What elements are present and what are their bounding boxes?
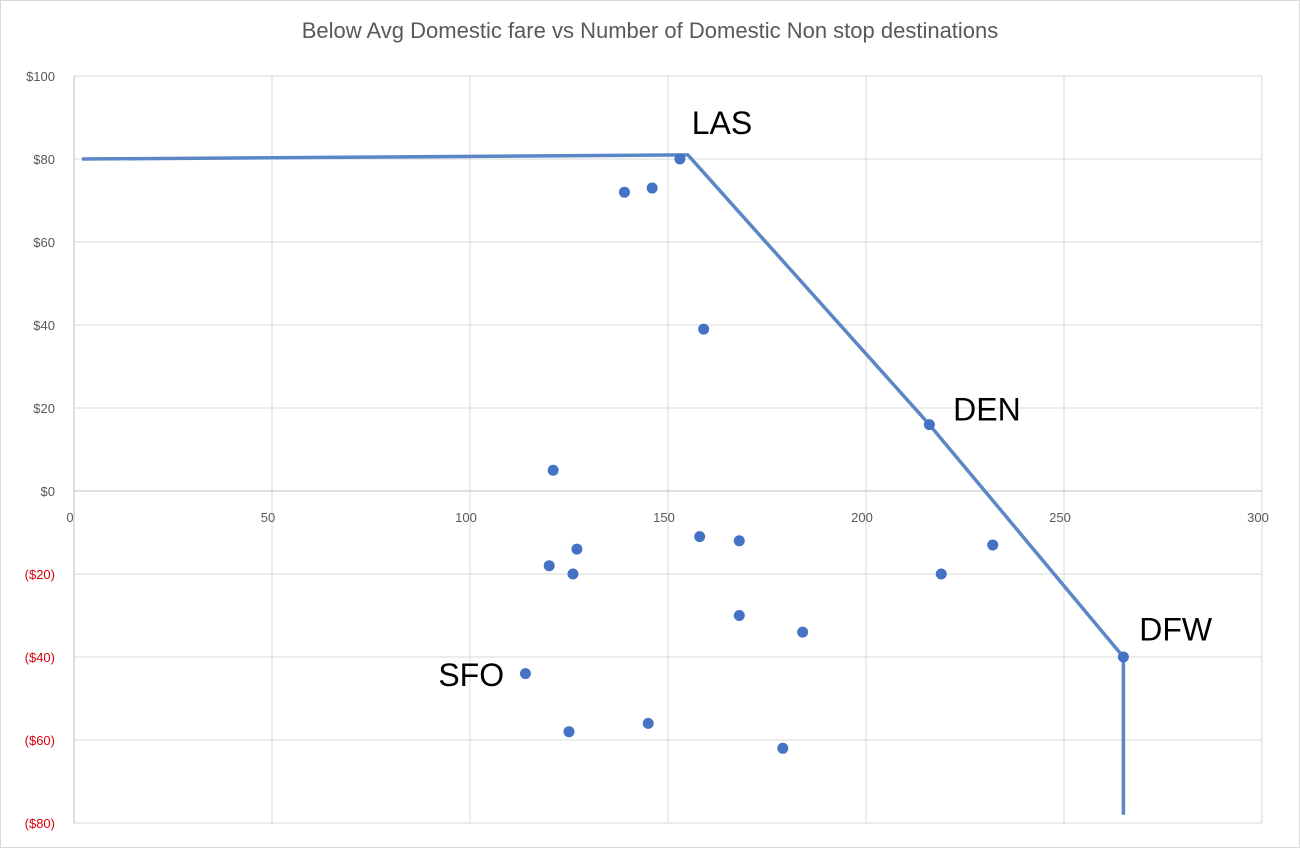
- data-point: [987, 539, 999, 551]
- y-tick-label: ($20): [25, 567, 55, 582]
- x-tick-label: 0: [66, 510, 73, 525]
- annotation-sfo: SFO: [438, 657, 504, 693]
- frontier-line: [81, 153, 1126, 815]
- x-tick-label: 150: [653, 510, 675, 525]
- data-point: [519, 668, 531, 680]
- data-point: [567, 568, 579, 580]
- data-point: [543, 560, 555, 572]
- grid-lines: [73, 75, 1263, 824]
- data-point: [777, 742, 789, 754]
- data-point: [547, 464, 559, 476]
- axes: [73, 76, 1262, 823]
- data-point: [642, 717, 654, 729]
- y-tick-label: $20: [33, 401, 55, 416]
- data-point: [674, 153, 686, 165]
- data-points: [519, 153, 1129, 754]
- data-point: [797, 626, 809, 638]
- annotation-den: DEN: [953, 391, 1021, 427]
- x-tick-labels: 0 50 100 150 200 250 300: [66, 510, 1268, 525]
- x-tick-label: 50: [261, 510, 275, 525]
- data-point: [733, 535, 745, 547]
- data-point: [618, 186, 630, 198]
- data-point: [923, 419, 935, 431]
- y-tick-label: $100: [26, 69, 55, 84]
- y-tick-label: $0: [41, 484, 55, 499]
- y-tick-label: $40: [33, 318, 55, 333]
- data-point: [646, 182, 658, 194]
- annotation-dfw: DFW: [1139, 611, 1213, 647]
- annotations: LAS DEN DFW SFO: [438, 105, 1213, 693]
- x-tick-label: 300: [1247, 510, 1269, 525]
- x-tick-label: 250: [1049, 510, 1071, 525]
- y-tick-labels: $100 $80 $60 $40 $20 $0 ($20) ($40) ($60) ($80): [25, 69, 55, 831]
- data-point: [1117, 651, 1129, 663]
- chart-title: Below Avg Domestic fare vs Number of Dom…: [301, 18, 999, 43]
- data-point: [563, 726, 575, 738]
- y-tick-label: ($60): [25, 733, 55, 748]
- data-point: [733, 610, 745, 621]
- y-tick-label: ($40): [25, 650, 55, 665]
- frontier-line-layer: [81, 153, 1126, 815]
- y-tick-label: $80: [33, 152, 55, 167]
- data-point: [571, 543, 583, 555]
- y-tick-label: ($80): [25, 816, 55, 831]
- annotation-las: LAS: [692, 105, 752, 141]
- y-tick-label: $60: [33, 235, 55, 250]
- data-point: [698, 323, 710, 335]
- data-point: [694, 531, 706, 543]
- data-point: [935, 568, 947, 580]
- x-tick-label: 200: [851, 510, 873, 525]
- x-tick-label: 100: [455, 510, 477, 525]
